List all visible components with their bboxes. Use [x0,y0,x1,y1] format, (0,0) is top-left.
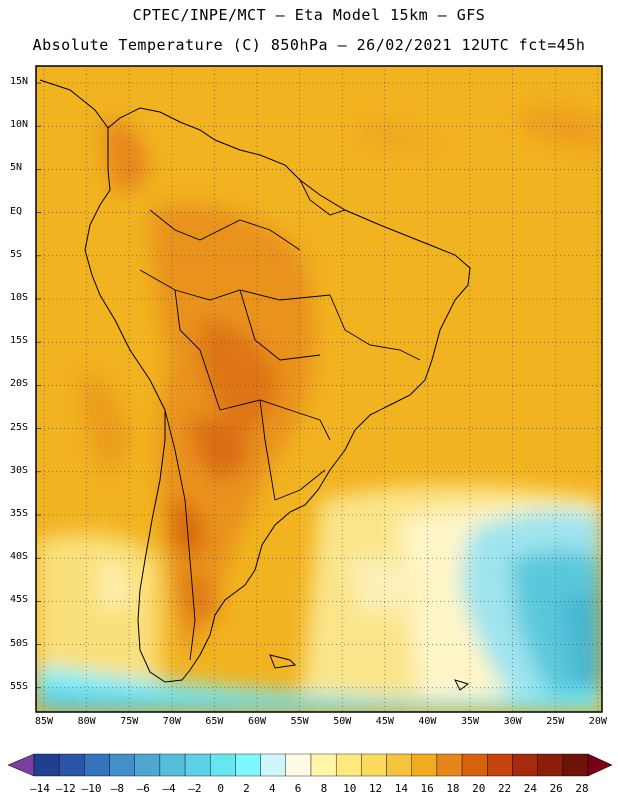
colorbar-label: –12 [55,782,76,795]
colorbar-label: –2 [188,782,202,795]
colorbar-swatch [210,753,236,777]
country-borders [139,179,421,661]
lon-label: 35W [461,716,480,727]
colorbar-swatch [335,753,362,777]
colorbar [7,753,613,777]
colorbar-label: 20 [472,782,486,795]
lat-label: 5N [10,162,23,174]
colorbar-label: 4 [268,782,276,795]
colorbar-swatch [537,753,564,777]
colorbar-swatch [512,753,538,777]
colorbar-swatch [159,753,186,777]
lon-label: 60W [248,716,267,727]
colorbar-label: 22 [497,782,512,795]
colorbar-label: 8 [320,782,328,795]
colorbar-swatch [134,753,161,777]
map-title-line-1: CPTEC/INPE/MCT – Eta Model 15km – GFS [132,6,486,24]
lat-label: 15N [10,76,29,87]
lat-label: 10N [10,119,29,131]
lon-label: 70W [162,716,181,727]
colorbar-swatch [184,753,211,777]
temperature-field [36,66,602,712]
lat-lon-grid [36,66,602,712]
colorbar-swatch [436,753,463,777]
lon-label: 65W [205,716,224,727]
colorbar-swatch [84,753,110,777]
colorbar-label: –14 [30,782,50,795]
colorbar-label: –6 [136,782,150,795]
lat-label: 20S [10,378,29,390]
lon-label: 45W [375,716,394,727]
lat-label: EQ [10,205,23,217]
colorbar-swatch [109,753,135,777]
colorbar-label: 12 [368,782,383,795]
lat-label: 50S [10,637,29,649]
colorbar-label: 0 [217,782,224,795]
lat-label: 40S [10,551,29,563]
lon-label: 50W [333,716,352,727]
lat-label: 55S [10,680,29,692]
lat-label: 5S [10,248,23,260]
colorbar-label: –4 [162,782,176,795]
colorbar-label: 2 [243,782,250,795]
colorbar-swatch [33,753,60,777]
lat-label: 30S [10,464,29,476]
colorbar-swatch [386,753,412,777]
colorbar-swatch [562,753,589,777]
colorbar-swatch [411,753,438,777]
coastlines [39,79,471,691]
colorbar-swatch [285,753,312,777]
lat-label: 10S [10,292,29,303]
colorbar-swatch [310,753,337,777]
map-title-line-2: Absolute Temperature (C) 850hPa – 26/02/… [32,36,586,54]
colorbar-label: 18 [446,782,460,795]
colorbar-label: 28 [575,782,589,795]
colorbar-swatch [461,753,488,777]
lon-label: 25W [546,716,565,727]
lat-label: 45S [10,594,29,606]
lon-label: 55W [290,716,309,727]
lat-label: 15S [10,335,29,347]
lon-label: 75W [120,716,139,727]
colorbar-label: 26 [549,782,563,795]
lon-label: 85W [35,716,54,727]
lat-label: 35S [10,508,29,519]
lon-label: 80W [77,716,96,727]
colorbar-swatch [487,753,513,777]
colorbar-swatch [260,753,287,777]
colorbar-label: –10 [81,782,102,795]
colorbar-label: 10 [343,782,357,795]
map-frame [35,65,603,713]
colorbar-label: 24 [523,782,537,795]
colorbar-swatch [58,753,85,777]
colorbar-label: 6 [294,782,302,795]
colorbar-max-arrow [587,753,613,777]
colorbar-label: 16 [420,782,434,795]
lon-label: 30W [503,716,522,727]
colorbar-label: 14 [394,782,408,795]
colorbar-swatch [235,753,261,777]
colorbar-swatch [361,753,387,777]
lat-label: 25S [10,421,29,433]
colorbar-min-arrow [7,753,35,777]
lon-label: 20W [588,716,607,727]
lon-label: 40W [418,716,437,727]
colorbar-label: –8 [110,782,125,795]
